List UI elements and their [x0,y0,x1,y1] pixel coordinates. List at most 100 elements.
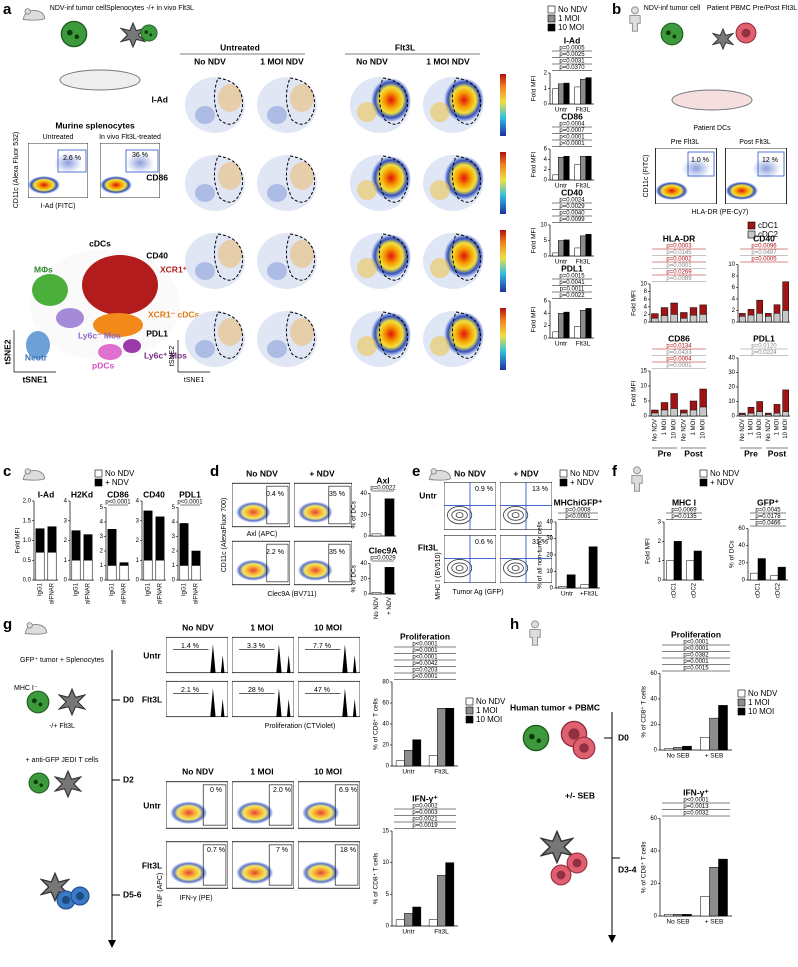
chart-title: Proliferation [671,629,721,639]
y-tick-label: 2 [64,538,68,544]
gate-value: 0.4 % [266,491,284,498]
icon [26,690,50,714]
chart-title: I-Ad [38,489,55,499]
p-value: p=0.0001 [412,648,438,654]
bar [585,234,592,257]
p-value: p=0.0135 [671,514,697,520]
column-header: 10 MOI [314,766,342,776]
x-tick-label: 1 MOI [691,419,697,436]
bar [404,750,413,767]
y-tick-label: 0 [364,534,368,540]
row-header: I-Ad [151,94,168,104]
y-axis-title: Fold MFI [631,290,638,316]
y-tick-label: 8 [732,274,736,280]
p-value: p=0.0032 [683,811,709,817]
x-tick-label: No SEB [666,753,689,760]
y-tick-label: 60 [650,671,657,677]
chart-title: HLA-DR [663,233,696,243]
x-tick-label: Untr [555,183,568,190]
chart-title: MHChiGFP⁺ [554,497,603,507]
x-tick-label: IgG1 [38,582,44,596]
dish [59,69,141,91]
bar [437,875,446,927]
axis-title: TNF (APC) [157,873,164,908]
y-tick-label: 20 [728,385,735,391]
bar [765,414,772,417]
gate [125,149,159,173]
label: Human tumor + PBMC [510,702,600,712]
axis-title: Proliferation (CTViolet) [265,723,336,730]
p-value: p=0.0022 [370,486,396,492]
bar [558,313,564,339]
y-tick-label: 6 [644,297,648,303]
legend-label: No NDV [105,469,135,478]
legend-label: 10 MOI [558,23,584,32]
p-value: p=0.0002 [666,257,692,263]
y-tick-label: 3 [172,534,176,540]
y-tick-label: 0.5 [23,558,32,564]
label: GFP⁺ tumor + Splenocytes [20,657,105,664]
bar [718,858,728,917]
chart-title: Clec9A [369,545,398,555]
column-header: Flt3L [395,42,415,52]
cluster [56,308,84,328]
x-tick-label: 1 MOI [775,419,781,436]
chart-title: PDL1 [179,489,201,499]
panel-letter: b [612,1,621,18]
gate-outline [214,311,243,359]
label: Post Flt3L [739,139,771,146]
x-tick-label: + SEB [705,753,724,760]
legend-label: 1 MOI [558,14,580,23]
panel-e: e No NDV + NDV Untr Flt3L 0.9 % 13 % 0.6… [412,463,552,600]
y-tick-label: 0 [136,578,140,584]
y-tick-label: 20 [360,512,367,518]
flow-plot [232,482,290,528]
x-tick-label: IgG1 [74,582,80,596]
bar [563,311,570,339]
gate-outline [214,233,243,281]
y-tick-label: 20 [546,553,553,559]
colorbar [500,230,506,292]
y-tick-label: 3 [64,518,68,524]
bar [558,240,564,257]
bar [765,316,772,323]
y-tick-label: 30 [546,536,553,542]
gate-outline [286,77,315,125]
bar [574,326,581,339]
axis [737,358,790,417]
x-tick-label: Untr [555,259,568,266]
chart-title: CD86 [668,333,690,343]
y-tick-label: 4 [136,499,140,505]
bar [395,760,405,767]
axis [737,264,790,323]
flow-plot [294,540,352,586]
bar [709,867,719,917]
tsne-grid [185,74,506,370]
y-tick-label: 1 [172,563,176,569]
gate-outline [379,155,408,203]
y-tick-label: 40 [360,491,367,497]
panel-b: b NDV-inf tumor cell Patient PBMC Pre/Po… [612,1,797,216]
panel-letter: h [510,616,519,633]
bar [445,708,455,767]
bar [558,157,564,181]
panel-letter: e [412,463,420,480]
p-value: p=0.0021 [412,817,438,823]
icon [529,620,541,646]
bar [739,316,746,323]
y-axis-title: Fold MFI [645,538,652,564]
legend-swatch [747,221,756,230]
bar [580,310,586,339]
p-value: p=0.0040 [559,211,585,217]
bar [179,565,189,581]
bar [700,896,710,917]
group-label: Pre [658,448,672,458]
y-tick-label: 40 [382,722,389,728]
legend-label: + NDV [710,478,734,487]
column-header: 10 MOI [314,622,342,632]
icon [58,688,86,716]
y-tick-label: 3 [658,520,662,526]
bar [384,498,395,537]
y-tick-label: 4 [544,311,548,317]
